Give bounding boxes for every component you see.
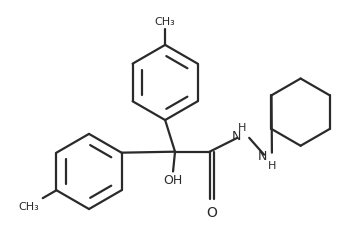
Text: O: O — [206, 206, 217, 220]
Text: H: H — [268, 161, 276, 171]
Text: OH: OH — [164, 174, 183, 187]
Text: H: H — [238, 123, 247, 133]
Text: N: N — [232, 130, 241, 143]
Text: CH₃: CH₃ — [155, 17, 176, 27]
Text: CH₃: CH₃ — [18, 202, 39, 212]
Text: N: N — [258, 150, 268, 163]
